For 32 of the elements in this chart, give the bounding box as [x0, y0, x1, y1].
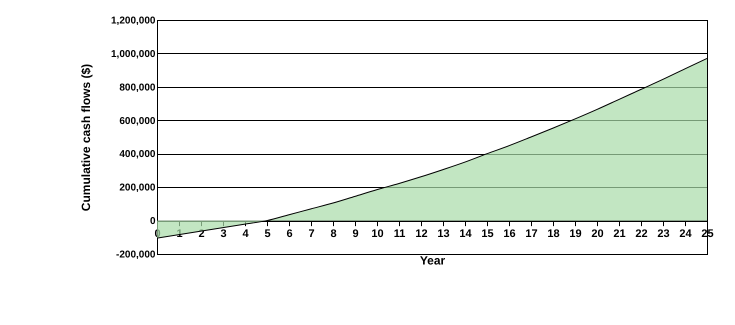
- x-tick-label: 24: [679, 228, 692, 240]
- x-tick-label: 10: [371, 228, 384, 240]
- x-tick-label: 19: [569, 228, 582, 240]
- x-tick-label: 3: [220, 228, 227, 240]
- x-tick-label: 12: [415, 228, 428, 240]
- y-tick-label: 1,200,000: [111, 16, 156, 26]
- x-tick-label: 13: [437, 228, 450, 240]
- x-tick-label: 17: [525, 228, 538, 240]
- y-tick-label: 0: [150, 216, 156, 228]
- x-tick-label: 9: [352, 228, 359, 240]
- x-tick-label: 5: [264, 228, 271, 240]
- y-tick-label: 600,000: [119, 116, 156, 127]
- x-tick-label: 7: [308, 228, 315, 240]
- x-tick-label: 6: [286, 228, 293, 240]
- x-tick-label: 21: [613, 228, 626, 240]
- y-tick-label: 800,000: [119, 82, 156, 94]
- x-tick-label: 11: [394, 228, 406, 240]
- y-tick-label: 200,000: [119, 182, 156, 194]
- x-tick-label: 23: [657, 228, 670, 240]
- x-tick-label: 18: [547, 228, 560, 240]
- x-tick-label: 16: [503, 228, 516, 240]
- y-tick-label: 1,000,000: [111, 48, 156, 60]
- x-axis-title: Year: [420, 254, 446, 268]
- y-tick-label: -200,000: [116, 250, 156, 260]
- x-tick-label: 14: [459, 228, 472, 240]
- y-axis-title: Cumulative cash flows ($): [79, 64, 94, 212]
- y-tick-label: 400,000: [119, 149, 156, 160]
- x-tick-label: 20: [591, 228, 604, 240]
- x-tick-label: 22: [635, 228, 648, 240]
- x-tick-label: 15: [481, 228, 494, 240]
- x-tick-label: 8: [330, 228, 337, 240]
- x-tick-label: 4: [242, 228, 250, 240]
